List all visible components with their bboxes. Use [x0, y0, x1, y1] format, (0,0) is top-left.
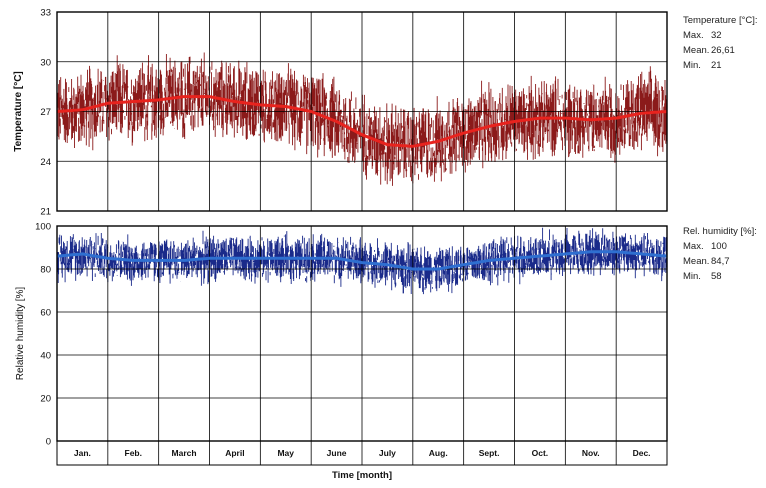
month-label-1: Jan. — [74, 448, 91, 458]
humidity-stats-min: Min. 58 — [683, 271, 722, 282]
month-label-11: Nov. — [582, 448, 600, 458]
temperature-stats-min: Min. 21 — [683, 60, 722, 71]
temperature-stats: Temperature [°C]: Max. 32 Mean. 26,61 Min.… — [683, 13, 758, 73]
humidity-ytick-100: 100 — [35, 222, 51, 233]
humidity-stats-mean: Mean. 84,7 — [683, 256, 730, 267]
temperature-ytick-21: 21 — [40, 207, 51, 218]
temperature-panel: 21 24 27 30 33 Temperature [°C] — [13, 8, 668, 218]
temperature-ytick-24: 24 — [40, 157, 51, 168]
temperature-stats-title: Temperature [°C]: — [683, 15, 758, 26]
month-label-4: April — [225, 448, 244, 458]
month-label-3: March — [172, 448, 197, 458]
month-label-6: June — [327, 448, 347, 458]
temperature-stats-max: Max. 32 — [683, 30, 722, 41]
month-axis: Jan. Feb. March April May June July Aug. Sept. Oc… — [56, 440, 668, 481]
humidity-ytick-20: 20 — [40, 394, 51, 405]
humidity-ytick-60: 60 — [40, 308, 51, 319]
temperature-ytick-33: 33 — [40, 8, 51, 19]
humidity-ytick-80: 80 — [40, 265, 51, 276]
month-label-5: May — [277, 448, 294, 458]
temperature-ytick-27: 27 — [40, 107, 51, 118]
x-axis-label: Time [month] — [332, 470, 392, 481]
month-label-7: July — [379, 448, 396, 458]
month-label-2: Feb. — [125, 448, 142, 458]
temperature-stats-mean: Mean. 26,61 — [683, 45, 735, 56]
humidity-stats: Rel. humidity [%]: Max. 100 Mean. 84,7 Min… — [683, 224, 757, 284]
humidity-panel: 0 20 40 60 80 100 Relative humidity [%] — [15, 222, 668, 448]
humidity-stats-max: Max. 100 — [683, 241, 727, 252]
temperature-ytick-30: 30 — [40, 57, 51, 68]
temperature-y-axis-label: Temperature [°C] — [13, 71, 24, 152]
temperature-plot-frame — [56, 11, 668, 212]
humidity-ytick-40: 40 — [40, 351, 51, 362]
month-label-10: Oct. — [532, 448, 549, 458]
month-label-9: Sept. — [479, 448, 500, 458]
humidity-ytick-0: 0 — [46, 437, 51, 448]
temperature-mean-line — [56, 95, 668, 148]
humidity-y-axis-label: Relative humidity [%] — [15, 287, 26, 381]
month-label-8: Aug. — [429, 448, 448, 458]
humidity-mean-line — [56, 250, 668, 271]
humidity-stats-title: Rel. humidity [%]: — [683, 226, 757, 237]
month-label-12: Dec. — [633, 448, 651, 458]
